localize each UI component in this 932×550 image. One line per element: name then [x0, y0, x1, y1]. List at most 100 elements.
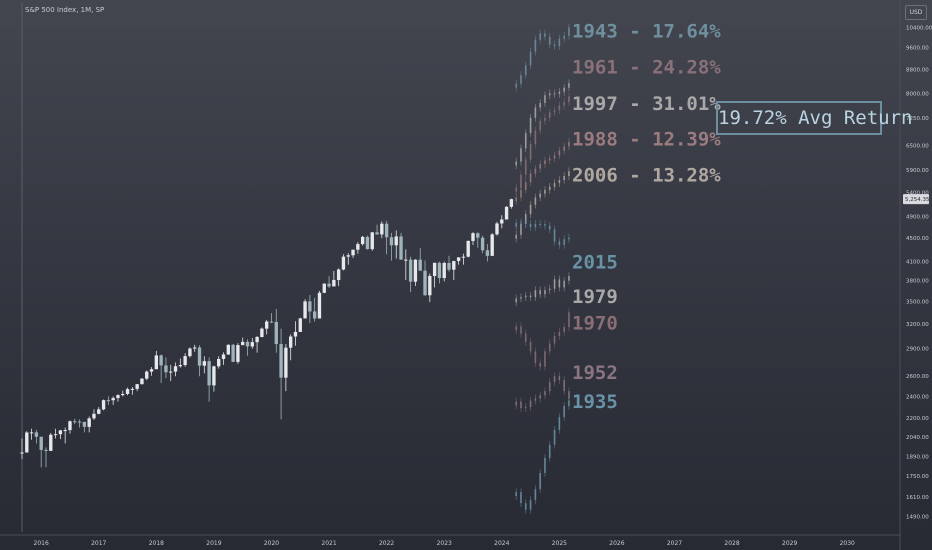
candle-body [351, 249, 355, 256]
projection-candle [563, 35, 565, 39]
projection-candle [544, 33, 546, 37]
candle-body [178, 365, 183, 367]
projection-candle [563, 176, 565, 180]
x-tick-label: 2030 [840, 540, 855, 547]
candle-body [404, 259, 408, 261]
candle-body [293, 331, 298, 337]
candle-body [116, 395, 120, 399]
projection-candle [544, 189, 546, 194]
x-tick-label: 2020 [264, 540, 279, 547]
projection-candle [524, 182, 527, 190]
candle-body [504, 206, 509, 220]
projection-candle [563, 87, 565, 92]
candle-body [490, 234, 494, 256]
projection-candle [529, 224, 532, 228]
candle-body [154, 355, 159, 370]
projection-candle [558, 91, 561, 94]
candle-body [101, 400, 106, 410]
projection-candle [524, 295, 527, 298]
candle-body [125, 389, 130, 394]
projection-candle [539, 472, 542, 490]
projection-candle [520, 148, 522, 162]
candle-body [193, 347, 197, 349]
projection-candle [520, 326, 522, 334]
candle-body [327, 283, 331, 287]
x-tick-label: 2019 [206, 540, 221, 547]
candle-body [356, 244, 360, 250]
projection-candle [539, 395, 542, 399]
candle-body [106, 400, 111, 402]
projection-candle [520, 492, 522, 504]
projection-candle [563, 380, 565, 392]
candle-body [284, 347, 288, 378]
projection-candle [568, 391, 570, 399]
x-tick-label: 2027 [667, 540, 682, 547]
projection-candle [563, 101, 565, 106]
candle-body [495, 223, 499, 235]
candle-body [44, 449, 48, 451]
candle-body [77, 421, 82, 423]
projection-candle [520, 189, 522, 198]
projection-candle [553, 229, 556, 242]
projection-candle [568, 312, 570, 328]
projection-candle [548, 444, 551, 458]
y-tick-label: 3800.00 [906, 279, 929, 285]
projection-candle [544, 290, 546, 295]
projection-candle [534, 351, 537, 364]
candle-body [255, 337, 259, 343]
avg-return-label: 19.72% Avg Return [716, 101, 912, 135]
candle-body [480, 237, 485, 251]
projection-candle [568, 237, 570, 240]
candle-body [68, 421, 72, 431]
candle-body [288, 336, 293, 348]
projection-candle [544, 391, 546, 396]
projection-candle [520, 401, 522, 409]
y-tick-label: 9600.00 [906, 45, 929, 51]
projection-candle [553, 376, 556, 383]
candle-body [428, 275, 432, 296]
projection-candle [568, 171, 570, 177]
candle-body [58, 430, 63, 435]
candle-body [336, 269, 341, 280]
candle-body [49, 434, 53, 451]
y-tick-label: 1610.00 [906, 495, 929, 501]
projection-candle [534, 168, 537, 174]
y-tick-label: 1890.00 [906, 454, 929, 460]
candle-body [370, 232, 374, 250]
projection-candle [534, 39, 537, 52]
projection-candle [524, 222, 527, 225]
projection-candle [539, 290, 542, 295]
projection-candle [515, 298, 518, 303]
projection-candle [524, 407, 527, 409]
projection-candle [558, 331, 561, 337]
candle-body [332, 279, 336, 287]
candle-body [140, 378, 144, 385]
projection-label: 1988 - 12.39% [572, 129, 721, 151]
candle-body [384, 223, 389, 238]
projection-label: 1943 - 17.64% [572, 20, 721, 42]
candle-body [231, 344, 235, 362]
projection-candle [529, 144, 532, 160]
candle-body [260, 328, 264, 338]
projection-candle [544, 224, 546, 226]
currency-button[interactable]: USD [905, 5, 927, 20]
candle-body [269, 321, 274, 323]
candle-body [399, 236, 403, 260]
candle-body [202, 361, 206, 366]
candle-body [241, 341, 245, 346]
projection-candle [548, 382, 551, 392]
candle-body [188, 348, 192, 357]
x-tick-label: 2021 [321, 540, 336, 547]
candle-body [312, 311, 317, 319]
candle-body [509, 199, 514, 207]
candle-body [173, 366, 178, 372]
projection-candle [529, 204, 532, 215]
projection-candle [568, 276, 570, 281]
candle-body [236, 345, 240, 362]
projection-candle [558, 38, 561, 47]
projection-candle [553, 155, 556, 159]
candle-body [380, 223, 384, 235]
projection-candle [539, 102, 542, 108]
